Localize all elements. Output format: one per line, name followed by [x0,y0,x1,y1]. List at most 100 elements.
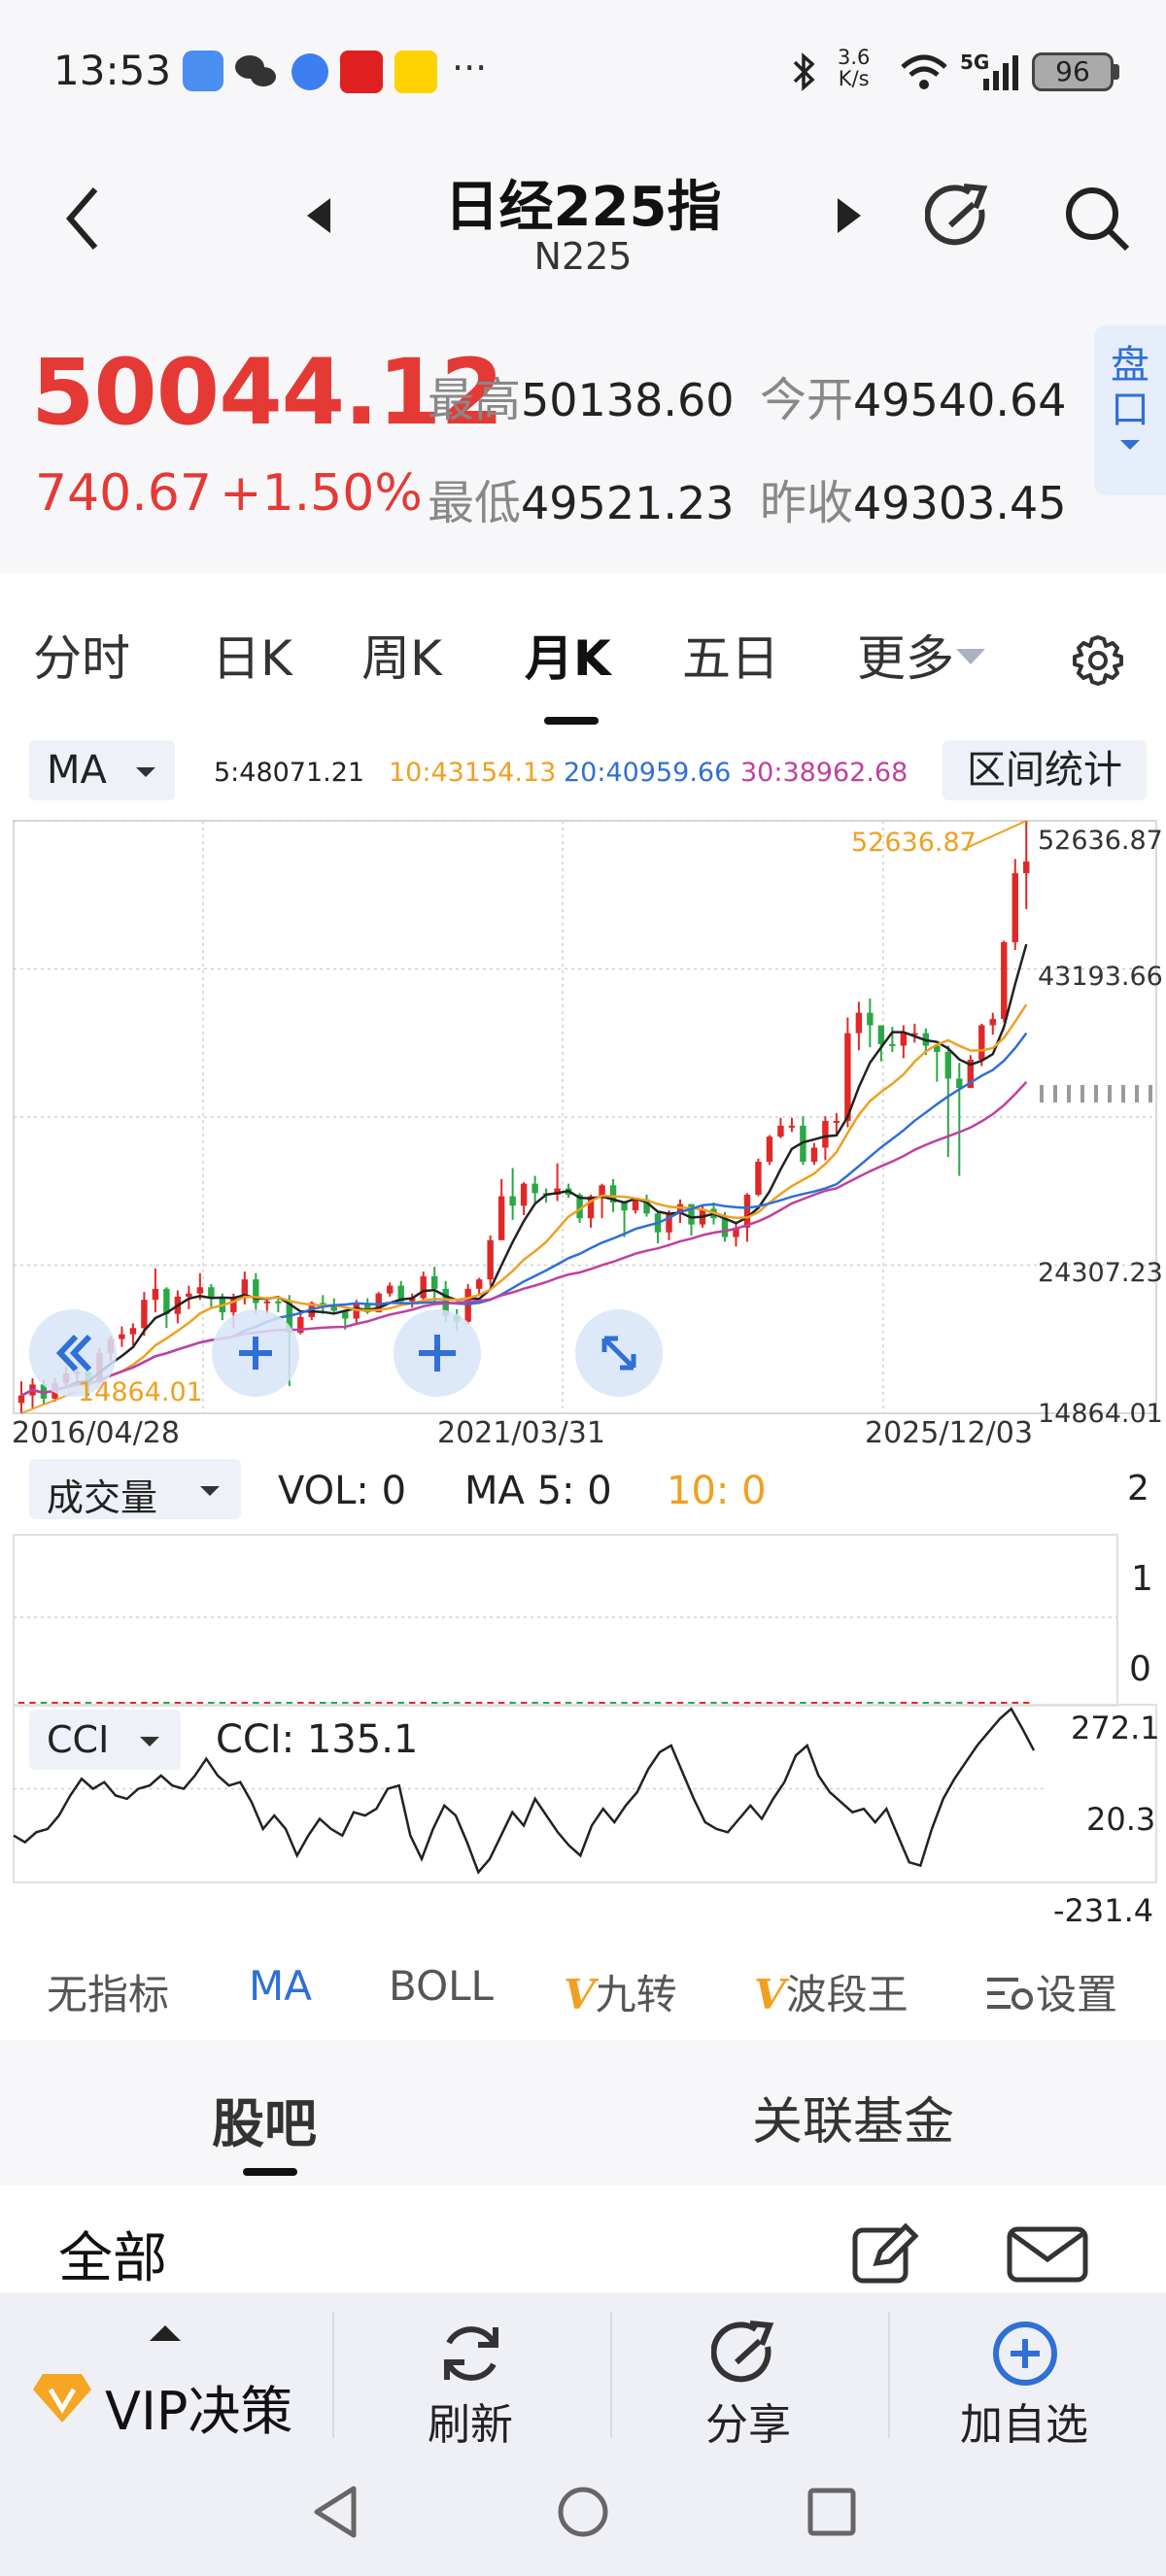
volume-frame [13,1534,1118,1707]
ma-selector[interactable]: MA [29,740,175,800]
guba-tab-indicator [243,2168,297,2176]
candle-body [755,1162,762,1195]
add-watchlist-button[interactable]: 加自选 [960,2400,1088,2450]
candle-body [420,1275,427,1299]
high-label: 最高 [428,373,522,427]
cci-selector[interactable]: CCI [29,1710,181,1770]
tab-day-k[interactable]: 日K [212,630,292,687]
prev-stock-icon[interactable] [301,194,334,241]
candle-body [532,1183,538,1194]
candle-body [967,1060,974,1089]
tab-fenshi[interactable]: 分时 [33,630,130,687]
candle-body [822,1121,829,1148]
kline-chart[interactable] [0,729,1166,1933]
ma10-value: 10:43154.13 [389,758,557,788]
tab-month-k[interactable]: 月K [525,630,611,687]
x-tick-mid: 2021/03/31 [437,1416,605,1450]
quote-panel: 50044.12 740.67 +1.50% 最高50138.60 今开4954… [0,321,1166,573]
open-label: 今开 [760,373,854,427]
message-mail-icon[interactable] [1007,2226,1088,2287]
nav-home-icon[interactable] [556,2485,610,2543]
indicator-settings[interactable]: 设置 [985,1962,1117,2021]
candle-body [777,1125,784,1137]
candle-body [430,1275,438,1289]
net-speed: 3.6 K/s [838,47,870,89]
back-icon[interactable] [58,180,107,261]
tab-related-funds[interactable]: 关联基金 [752,2093,955,2152]
candle-body [475,1279,483,1289]
add-watchlist-icon[interactable] [991,2320,1059,2391]
candle-body [297,1316,304,1334]
tab-five-day[interactable]: 五日 [682,630,779,687]
tab-week-k[interactable]: 周K [361,630,442,687]
candle-body [900,1033,908,1046]
pankou-button[interactable]: 盘口 [1094,325,1166,495]
candle-body [141,1300,148,1329]
candle-body [230,1298,237,1313]
share-button[interactable]: 分享 [705,2400,791,2450]
candle-body [1012,872,1018,942]
candle-body [833,1121,840,1124]
more-indicator: ··· [452,47,488,89]
indicator-none[interactable]: 无指标 [47,1971,170,2018]
candle-body [497,1196,505,1240]
indicator-boduanwang[interactable]: V波段王 [754,1962,909,2021]
candle-body [676,1203,684,1214]
crosshair-icon[interactable] [394,1309,481,1397]
candle-body [766,1136,773,1163]
expand-icon[interactable] [575,1309,663,1397]
nav-back-icon[interactable] [309,2483,361,2545]
zoom-in-icon[interactable] [212,1309,299,1397]
network-type: 5G [960,51,990,74]
candle-body [375,1293,382,1313]
vip-decision-button[interactable]: VIP决策 [105,2381,293,2442]
vol-value: VOL: 0 [278,1469,407,1513]
max-price-label: 52636.87 [851,828,977,858]
divider-2 [610,2312,612,2438]
divider-3 [888,2312,890,2438]
cci-y-tick-mid: 20.3 [1086,1801,1156,1838]
refresh-icon[interactable] [435,2318,507,2393]
low-value: 49521.23 [521,477,735,529]
indicator-ma[interactable]: MA [249,1962,312,2010]
battery-tip [1114,64,1119,80]
candle-body [241,1279,249,1299]
candle-body [855,1012,863,1034]
compose-post-icon[interactable] [851,2222,919,2288]
divider [332,2312,334,2438]
candle-body [554,1188,561,1195]
nav-recents-icon[interactable] [806,2487,857,2541]
nav-header: 日经225指 N225 [0,146,1166,321]
indicator-boll[interactable]: BOLL [389,1962,494,2010]
tab-more[interactable]: 更多 [857,630,954,687]
system-nav-bar [0,2459,1166,2576]
indicator-settings-icon [987,1978,1033,2010]
candle-body [186,1293,192,1297]
volume-caret-icon [200,1486,220,1496]
search-icon[interactable] [1061,181,1135,258]
indicator-jiuzhuan[interactable]: V九转 [564,1962,677,2021]
double-left-icon[interactable] [29,1309,117,1397]
low-label: 最低 [428,476,522,530]
expand-up-icon[interactable] [148,2322,183,2347]
cci-line [13,1707,1036,1875]
candle-body [40,1384,48,1399]
next-stock-icon[interactable] [834,194,867,241]
refresh-button[interactable]: 刷新 [428,2400,513,2450]
share-icon[interactable] [710,2318,785,2395]
candle-body [330,1304,337,1311]
candle-body [666,1213,672,1233]
volume-selector[interactable]: 成交量 [29,1459,241,1519]
low-row: 最低49521.23 [428,464,735,532]
bottom-action-bar: VIP决策 刷新 分享 加自选 [0,2292,1166,2459]
share-arrow-icon[interactable] [924,181,999,258]
pankou-caret-icon [1120,440,1140,450]
candle-body [609,1185,617,1203]
settings-gear-icon[interactable] [1069,631,1127,694]
candle-body [409,1298,416,1302]
candle-body [934,1045,941,1052]
filter-all[interactable]: 全部 [58,2227,167,2290]
tab-guba[interactable]: 股吧 [212,2093,317,2154]
range-stats-button[interactable]: 区间统计 [943,740,1147,800]
v-badge-icon-2: V [754,1971,786,2018]
